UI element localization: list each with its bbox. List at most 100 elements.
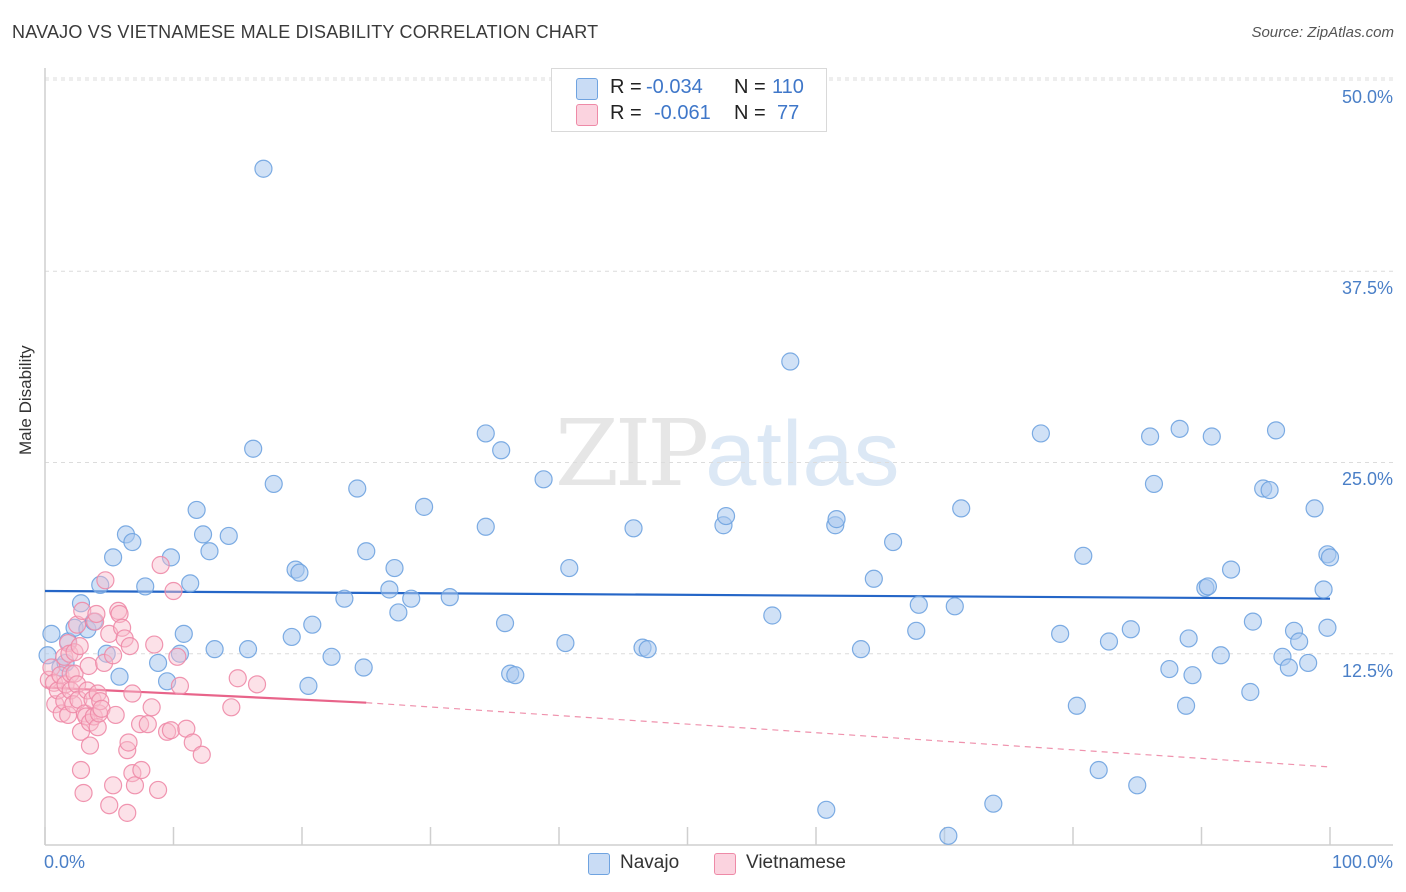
data-point [506,666,525,685]
r-label: R = [610,76,642,98]
data-point [1202,427,1221,446]
data-point [118,741,137,760]
data-point [817,800,836,819]
n-label: N = [734,76,766,98]
data-point [1099,632,1119,651]
vietnamese-swatch [576,104,598,126]
data-point [55,647,74,666]
data-point [534,470,553,489]
data-point [68,615,87,634]
data-point [1279,658,1298,677]
data-point [1160,659,1179,679]
data-point [110,667,129,686]
data-point [65,664,84,683]
stats-legend: R = -0.034 N = 110 R = -0.061 N = 77 [551,68,827,132]
data-point [952,499,971,518]
n-value: 110 [772,76,804,98]
data-point [151,555,170,575]
data-point [42,624,61,643]
y-axis-label: Male Disability [16,345,35,455]
data-point [1260,480,1279,500]
data-point [118,803,137,822]
data-point [187,500,206,520]
data-point [1031,424,1050,443]
data-point [168,647,187,666]
data-point [70,636,89,656]
data-point [1290,632,1309,651]
data-point [781,352,800,371]
data-point [123,532,142,552]
data-point [174,624,193,643]
y-tick-label: 50.0% [1341,87,1393,107]
data-point [200,542,219,561]
data-point [827,510,846,529]
data-point [1318,618,1337,637]
trend-lines [44,589,1331,768]
data-point [254,159,273,178]
r-label: R = [610,102,642,124]
trend-line-extension [366,702,1331,768]
r-value: -0.061 [654,102,711,124]
data-point [80,736,100,755]
trend-line [44,686,367,704]
data-point [1183,666,1202,685]
data-point [402,589,421,608]
data-point [86,612,105,631]
data-point [145,635,164,654]
data-point [123,684,142,703]
data-point [348,479,367,498]
data-point [939,826,958,845]
data-point [883,532,903,552]
data-point [495,614,515,633]
n-value: 77 [777,102,800,124]
data-point [193,525,213,544]
data-point [476,517,495,536]
navajo-legend-swatch [588,853,610,875]
n-label: N = [734,102,766,124]
r-value: -0.034 [646,76,703,98]
data-point [205,640,224,659]
data-point [119,733,138,752]
trend-line [44,589,1331,600]
data-point [299,676,318,695]
data-point [138,715,157,734]
data-point [290,563,309,582]
legend-label: Navajo [620,852,680,873]
data-point [192,745,211,764]
y-tick-label: 37.5% [1341,278,1393,298]
data-point [120,636,139,656]
data-point [79,656,98,676]
data-point [1314,580,1333,599]
data-point [161,721,181,740]
data-point [560,558,579,578]
data-point [1176,696,1196,715]
watermark: ZIPatlas [555,400,900,507]
data-point [247,675,267,694]
data-point [170,644,190,663]
data-point [624,519,643,538]
data-point [238,640,258,659]
data-point [907,621,926,640]
data-point [84,707,103,726]
data-point [556,633,575,653]
data-point [106,705,125,725]
data-point [244,439,263,458]
data-point [1170,419,1189,438]
data-point [1067,696,1086,715]
data-point [1241,682,1260,702]
data-point [492,441,511,460]
grid-lines [45,77,1393,655]
data-point [164,581,183,601]
data-point [1198,577,1218,596]
data-point [303,615,322,634]
data-point [1266,421,1286,440]
data-point [88,718,107,737]
y-tick-label: 12.5% [1341,661,1393,681]
axes [44,68,1393,846]
data-point [335,589,354,608]
navajo-swatch [576,78,598,100]
data-point [136,577,155,596]
data-point [104,646,123,665]
data-point [78,681,97,700]
data-point [984,794,1003,813]
